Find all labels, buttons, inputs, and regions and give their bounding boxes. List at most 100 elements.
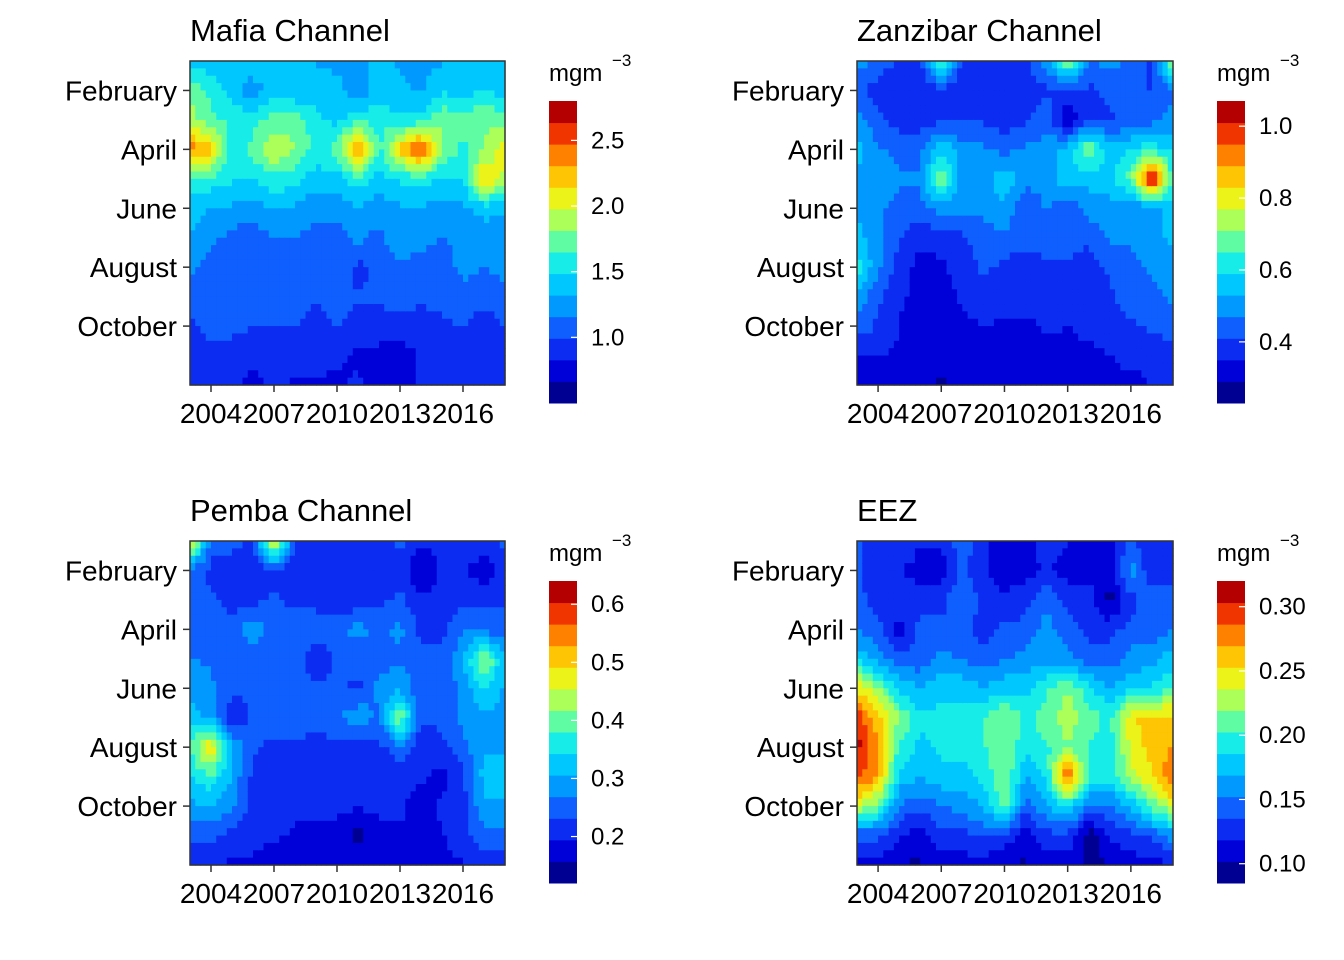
heatmap-cell [211,274,217,283]
heatmap-cell [384,281,391,290]
heatmap-cell [400,237,406,246]
heatmap-cell [468,318,475,327]
heatmap-cell [489,156,496,165]
heatmap-cell [358,119,364,128]
heatmap-cell [857,281,863,290]
heatmap-cell [205,127,212,136]
heatmap-cell [1125,134,1132,143]
heatmap-cell [883,289,890,298]
heatmap-cell [205,223,212,231]
heatmap-cell [468,252,475,261]
heatmap-cell [983,149,990,158]
heatmap-cell [909,274,916,283]
heatmap-cell [200,149,207,158]
heatmap-cell [1036,105,1042,114]
heatmap-cell [363,142,370,150]
heatmap-cell [967,304,974,312]
heatmap-cell [279,326,286,335]
heatmap-cell [452,281,459,290]
heatmap-cell [1057,259,1063,268]
heatmap-cell [321,193,328,202]
heatmap-cell [415,318,422,327]
heatmap-cell [200,75,207,84]
heatmap-cell [342,193,349,202]
heatmap-cell [1004,61,1011,69]
heatmap-cell [205,112,212,121]
heatmap-cell [195,149,202,158]
heatmap-cell [1025,223,1032,231]
heatmap-cell [426,200,433,209]
heatmap-cell [893,281,900,290]
heatmap-cell [347,83,354,92]
heatmap-cell [936,274,942,283]
heatmap-cell [1067,215,1074,224]
heatmap-cell [1104,208,1111,217]
heatmap-cell [867,61,874,69]
heatmap-cell [295,208,301,217]
heatmap-cell [190,68,196,77]
heatmap-cell [988,178,995,187]
heatmap-cell [999,326,1006,335]
heatmap-cell [988,208,995,217]
heatmap-cell [857,68,863,77]
heatmap-cell [1094,223,1100,231]
heatmap-cell [316,119,322,128]
heatmap-cell [1104,230,1111,239]
heatmap-cell [337,105,343,114]
heatmap-cell [442,127,448,136]
heatmap-cell [951,193,958,202]
heatmap-cell [1020,171,1027,180]
y-tick-label: October [77,311,177,342]
heatmap-cell [363,61,370,69]
heatmap-cell [484,61,490,69]
heatmap-cell [867,304,874,312]
heatmap-cell [962,215,969,224]
heatmap-cell [1036,267,1042,276]
heatmap-cell [431,164,438,173]
heatmap-cell [389,296,396,305]
heatmap-cell [1104,340,1111,349]
heatmap-cell [1062,267,1069,276]
heatmap-cell [489,289,496,298]
heatmap-cell [904,193,911,202]
heatmap-cell [326,149,333,158]
heatmap-cell [226,333,233,342]
heatmap-cell [899,68,905,77]
heatmap-cell [216,75,223,84]
heatmap-cell [972,377,979,386]
heatmap-cell [426,97,433,106]
heatmap-cell [1036,164,1042,173]
heatmap-cell [878,200,884,209]
heatmap-cell [909,75,916,84]
heatmap-cell [1072,362,1079,371]
heatmap-cell [368,97,375,106]
heatmap-cell [967,149,974,158]
heatmap-cell [195,362,202,371]
heatmap-cell [452,237,459,246]
heatmap-cell [200,156,207,165]
heatmap-cell [400,355,406,364]
heatmap-cell [1072,83,1079,92]
heatmap-cell [389,61,396,69]
heatmap-cell [1125,200,1132,209]
heatmap-cell [331,83,338,92]
heatmap-cell [410,112,417,121]
heatmap-cell [930,127,937,136]
heatmap-cell [368,281,375,290]
heatmap-cell [337,318,343,327]
heatmap-cell [999,267,1006,276]
heatmap-cell [289,296,296,305]
heatmap-cell [242,377,249,386]
heatmap-cell [914,252,921,261]
heatmap-cell [358,318,364,327]
heatmap-cell [1115,186,1121,195]
heatmap-cell [394,68,401,77]
heatmap-cell [384,326,391,335]
heatmap-cell [279,134,286,143]
heatmap-cell [316,318,322,327]
heatmap-cell [1094,311,1100,320]
heatmap-cell [1115,274,1121,283]
heatmap-cell [400,370,406,379]
heatmap-cell [872,149,879,158]
heatmap-cell [342,149,349,158]
